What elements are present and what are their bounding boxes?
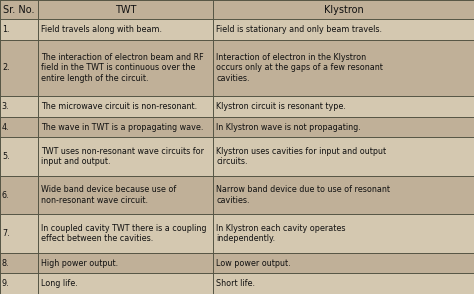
Text: 7.: 7. (2, 229, 9, 238)
Bar (213, 176, 474, 214)
Bar (213, 19, 474, 40)
Bar (38, 253, 213, 273)
Text: Long life.: Long life. (41, 279, 78, 288)
Bar (213, 273, 474, 294)
Text: Field travels along with beam.: Field travels along with beam. (41, 25, 162, 34)
Bar (0, 253, 38, 273)
Text: Klystron: Klystron (324, 5, 364, 15)
Bar (213, 253, 474, 273)
Text: 8.: 8. (2, 258, 9, 268)
Bar (213, 117, 474, 137)
Text: TWT: TWT (115, 5, 137, 15)
Text: Klystron circuit is resonant type.: Klystron circuit is resonant type. (216, 102, 346, 111)
Text: Field is stationary and only beam travels.: Field is stationary and only beam travel… (216, 25, 382, 34)
Bar (38, 273, 213, 294)
Bar (213, 137, 474, 176)
Text: Sr. No.: Sr. No. (3, 5, 35, 15)
Bar (0, 176, 38, 214)
Text: In Klystron each cavity operates
independently.: In Klystron each cavity operates indepen… (216, 224, 346, 243)
Bar (213, 214, 474, 253)
Text: In coupled cavity TWT there is a coupling
effect between the cavities.: In coupled cavity TWT there is a couplin… (41, 224, 206, 243)
Bar (38, 117, 213, 137)
Text: 1.: 1. (2, 25, 9, 34)
Text: High power output.: High power output. (41, 258, 118, 268)
Text: The interaction of electron beam and RF
field in the TWT is continuous over the
: The interaction of electron beam and RF … (41, 53, 203, 83)
Bar (0, 19, 38, 40)
Bar (213, 0, 474, 19)
Bar (0, 117, 38, 137)
Text: In Klystron wave is not propagating.: In Klystron wave is not propagating. (216, 123, 361, 132)
Bar (38, 0, 213, 19)
Text: Klystron uses cavities for input and output
circuits.: Klystron uses cavities for input and out… (216, 147, 386, 166)
Text: Low power output.: Low power output. (216, 258, 291, 268)
Text: 3.: 3. (2, 102, 9, 111)
Bar (0, 273, 38, 294)
Bar (38, 137, 213, 176)
Text: Wide band device because use of
non-resonant wave circuit.: Wide band device because use of non-reso… (41, 185, 176, 205)
Bar (38, 176, 213, 214)
Bar (0, 214, 38, 253)
Text: 9.: 9. (2, 279, 9, 288)
Text: 2.: 2. (2, 64, 9, 73)
Text: Short life.: Short life. (216, 279, 255, 288)
Text: 4.: 4. (2, 123, 9, 132)
Text: 5.: 5. (2, 152, 9, 161)
Bar (0, 0, 38, 19)
Bar (0, 137, 38, 176)
Bar (0, 96, 38, 117)
Text: 6.: 6. (2, 191, 9, 200)
Bar (38, 19, 213, 40)
Text: The microwave circuit is non-resonant.: The microwave circuit is non-resonant. (41, 102, 197, 111)
Bar (38, 96, 213, 117)
Text: Narrow band device due to use of resonant
cavities.: Narrow band device due to use of resonan… (216, 185, 390, 205)
Bar (213, 96, 474, 117)
Bar (213, 40, 474, 96)
Bar (38, 40, 213, 96)
Text: TWT uses non-resonant wave circuits for
input and output.: TWT uses non-resonant wave circuits for … (41, 147, 204, 166)
Text: Interaction of electron in the Klystron
occurs only at the gaps of a few resonan: Interaction of electron in the Klystron … (216, 53, 383, 83)
Bar (0, 40, 38, 96)
Text: The wave in TWT is a propagating wave.: The wave in TWT is a propagating wave. (41, 123, 203, 132)
Bar (38, 214, 213, 253)
